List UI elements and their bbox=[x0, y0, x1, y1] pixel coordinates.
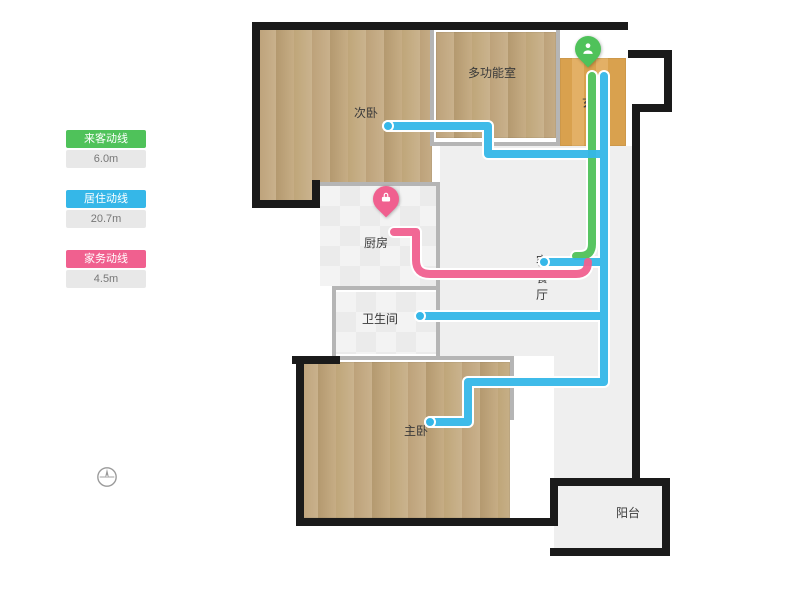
inner-wall bbox=[556, 30, 560, 146]
room-label: 次卧 bbox=[350, 102, 382, 123]
room-hall bbox=[554, 146, 634, 480]
legend-item-living: 居住动线 20.7m bbox=[66, 190, 146, 228]
room-balcony: 阳台 bbox=[554, 484, 662, 548]
outer-wall bbox=[292, 356, 340, 364]
outer-wall bbox=[296, 356, 304, 524]
outer-wall bbox=[632, 104, 640, 484]
room-secondbed: 次卧 bbox=[258, 28, 432, 204]
legend-value: 20.7m bbox=[66, 210, 146, 228]
room-entrance: 玄关 bbox=[560, 58, 626, 146]
legend-swatch: 家务动线 bbox=[66, 250, 146, 268]
room-label: 阳台 bbox=[612, 502, 644, 523]
legend-swatch: 来客动线 bbox=[66, 130, 146, 148]
outer-wall bbox=[662, 478, 670, 556]
room-label: 卫生间 bbox=[358, 308, 402, 329]
outer-wall bbox=[252, 22, 628, 30]
inner-wall bbox=[436, 182, 440, 358]
inner-wall bbox=[314, 182, 440, 186]
room-label: 玄关 bbox=[578, 92, 610, 113]
outer-wall bbox=[664, 50, 672, 112]
room-masterbed: 主卧 bbox=[300, 362, 510, 518]
room-bathroom: 卫生间 bbox=[336, 292, 438, 354]
floor-plan: 多功能室玄关 次卧客餐厅 厨房卫生间主卧阳台 bbox=[258, 22, 748, 582]
outer-wall bbox=[550, 478, 670, 486]
room-livingdining: 客餐厅 bbox=[440, 146, 558, 356]
inner-wall bbox=[332, 286, 336, 358]
legend-item-guest: 来客动线 6.0m bbox=[66, 130, 146, 168]
legend-swatch: 居住动线 bbox=[66, 190, 146, 208]
legend-item-house: 家务动线 4.5m bbox=[66, 250, 146, 288]
room-label: 客餐厅 bbox=[532, 250, 558, 305]
outer-wall bbox=[252, 22, 260, 208]
compass-icon bbox=[96, 466, 118, 488]
outer-wall bbox=[550, 548, 670, 556]
room-label: 厨房 bbox=[360, 232, 392, 253]
room-multiroom: 多功能室 bbox=[436, 32, 556, 138]
legend-value: 6.0m bbox=[66, 150, 146, 168]
room-label: 多功能室 bbox=[464, 62, 520, 83]
room-label: 主卧 bbox=[400, 420, 432, 441]
inner-wall bbox=[510, 356, 514, 420]
legend-value: 4.5m bbox=[66, 270, 146, 288]
outer-wall bbox=[296, 518, 558, 526]
inner-wall bbox=[430, 30, 434, 146]
outer-wall bbox=[252, 200, 318, 208]
outer-wall bbox=[312, 180, 320, 208]
inner-wall bbox=[332, 286, 440, 290]
legend: 来客动线 6.0m 居住动线 20.7m 家务动线 4.5m bbox=[66, 130, 146, 310]
inner-wall bbox=[434, 142, 558, 146]
